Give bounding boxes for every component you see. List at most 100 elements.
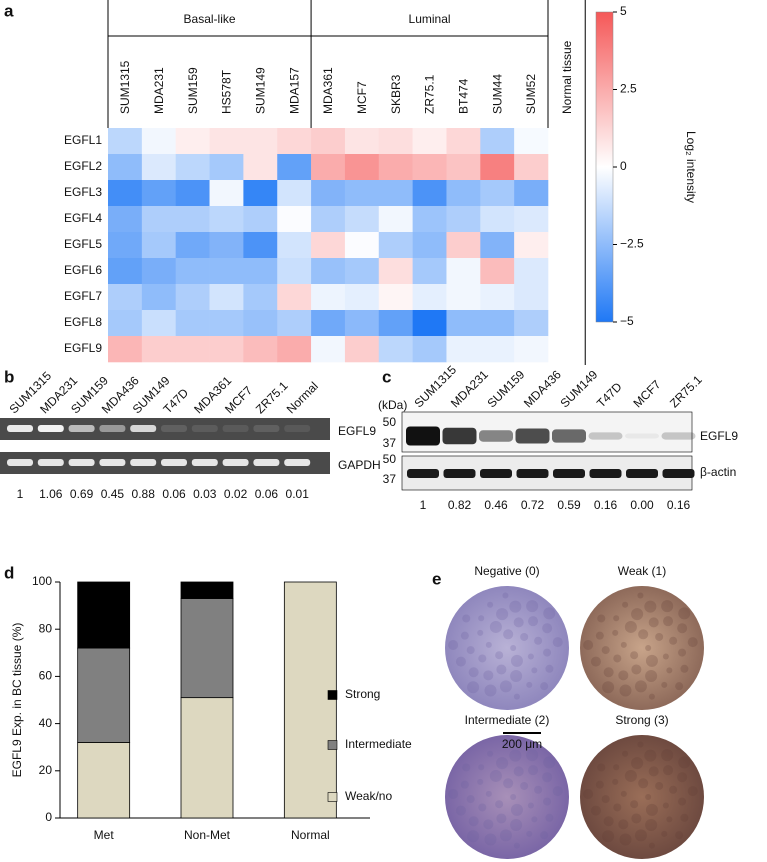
blot-band-control xyxy=(443,469,476,478)
heatmap-cell xyxy=(412,128,447,155)
heatmap-cell xyxy=(480,284,515,311)
heatmap-cell xyxy=(175,154,210,181)
row-label: EGFL2 xyxy=(64,159,102,173)
ihc-texture xyxy=(624,769,637,782)
ihc-texture xyxy=(520,781,529,790)
ihc-texture xyxy=(666,667,673,674)
heatmap-cell xyxy=(378,284,413,311)
ihc-texture xyxy=(489,769,502,782)
ihc-texture xyxy=(485,790,492,797)
lane-label: ZR75.1 xyxy=(253,378,291,416)
ihc-texture xyxy=(503,778,514,789)
ihc-texture xyxy=(552,786,563,797)
y-tick-label: 100 xyxy=(32,574,52,588)
heatmap-cell xyxy=(412,180,447,207)
heatmap-cell xyxy=(209,258,244,285)
column-label: SUM52 xyxy=(524,74,538,114)
heatmap-cell xyxy=(446,180,481,207)
ihc-texture xyxy=(678,607,691,620)
blot-band xyxy=(552,429,586,443)
y-tick-label: 0 xyxy=(45,810,52,824)
ihc-texture xyxy=(595,780,604,789)
ihc-texture xyxy=(631,813,642,824)
lane-label: MDA436 xyxy=(521,367,564,410)
heatmap-cell xyxy=(175,206,210,233)
lane-label: Normal xyxy=(284,379,321,416)
ihc-texture xyxy=(678,756,691,769)
gel-band xyxy=(99,425,126,432)
heatmap-cell xyxy=(277,310,312,337)
ihc-texture xyxy=(590,656,601,667)
densitometry-value: 0.16 xyxy=(667,498,691,512)
ihc-texture xyxy=(540,682,549,691)
ihc-texture xyxy=(534,785,543,794)
panel-letter: d xyxy=(4,563,14,582)
heatmap-cell xyxy=(344,180,380,207)
ihc-texture xyxy=(496,813,507,824)
ihc-texture xyxy=(513,617,524,628)
ihc-texture xyxy=(663,616,674,627)
marker-label: 37 xyxy=(383,472,397,486)
row-label: EGFL9 xyxy=(64,341,102,355)
ihc-texture xyxy=(526,830,533,837)
heatmap-cell xyxy=(446,336,481,363)
densitometry-value: 0.46 xyxy=(484,498,508,512)
heatmap-cell xyxy=(243,128,278,155)
gel-band xyxy=(7,425,33,432)
heatmap-cell xyxy=(412,154,447,181)
ihc-texture xyxy=(502,741,509,748)
ihc-texture xyxy=(528,616,539,627)
heatmap-cell xyxy=(480,206,515,233)
blot-band xyxy=(442,427,477,445)
heatmap-cell xyxy=(378,128,413,155)
colorbar-tick-label: 2.5 xyxy=(620,82,637,96)
ihc-texture xyxy=(613,764,620,771)
ihc-texture xyxy=(680,813,689,822)
heatmap-cell xyxy=(243,336,278,363)
heatmap-cell xyxy=(277,128,312,155)
ihc-texture xyxy=(528,765,539,776)
ihc-texture xyxy=(534,636,543,645)
ihc-texture xyxy=(603,816,614,827)
heatmap-cell xyxy=(412,336,447,363)
ihc-texture xyxy=(510,794,517,800)
ihc-texture xyxy=(484,833,497,846)
ihc-texture xyxy=(678,648,687,657)
legend-label: Strong xyxy=(345,687,380,701)
heatmap-cell xyxy=(108,232,143,259)
heatmap-cell xyxy=(378,310,413,337)
gel-band xyxy=(284,425,311,432)
row-label: EGFL4 xyxy=(64,211,102,225)
heatmap-cell xyxy=(175,232,210,259)
ihc-texture xyxy=(513,842,520,849)
heatmap-cell xyxy=(108,206,143,233)
panel-letter: e xyxy=(432,569,441,588)
heatmap-cell xyxy=(446,310,481,337)
heatmap-cell xyxy=(514,284,549,311)
ihc-texture xyxy=(484,684,497,697)
ihc-texture xyxy=(680,664,689,673)
gel-band xyxy=(222,425,249,432)
lane-label: SUM159 xyxy=(484,367,527,410)
scale-bar-label: 200 μm xyxy=(502,737,542,751)
ihc-texture xyxy=(496,757,509,770)
heatmap-cell xyxy=(209,206,244,233)
heatmap-cell xyxy=(175,128,210,155)
ihc-texture xyxy=(545,813,554,822)
ihc-texture xyxy=(620,641,627,648)
ihc-image xyxy=(580,586,704,710)
ihc-texture xyxy=(613,615,620,622)
ihc-texture xyxy=(531,667,538,674)
heatmap-cell xyxy=(344,310,380,337)
ihc-texture xyxy=(448,639,459,650)
ihc-texture xyxy=(510,819,523,832)
ihc-texture xyxy=(483,819,494,830)
ihc-texture xyxy=(502,592,509,599)
column-label: MDA157 xyxy=(287,67,301,114)
gel-band xyxy=(253,425,280,432)
heatmap-cell xyxy=(514,258,549,285)
heatmap-cell xyxy=(141,336,176,363)
lane-label: T47D xyxy=(594,379,625,410)
gel-band-control xyxy=(253,459,280,466)
column-label: BT474 xyxy=(457,78,471,114)
